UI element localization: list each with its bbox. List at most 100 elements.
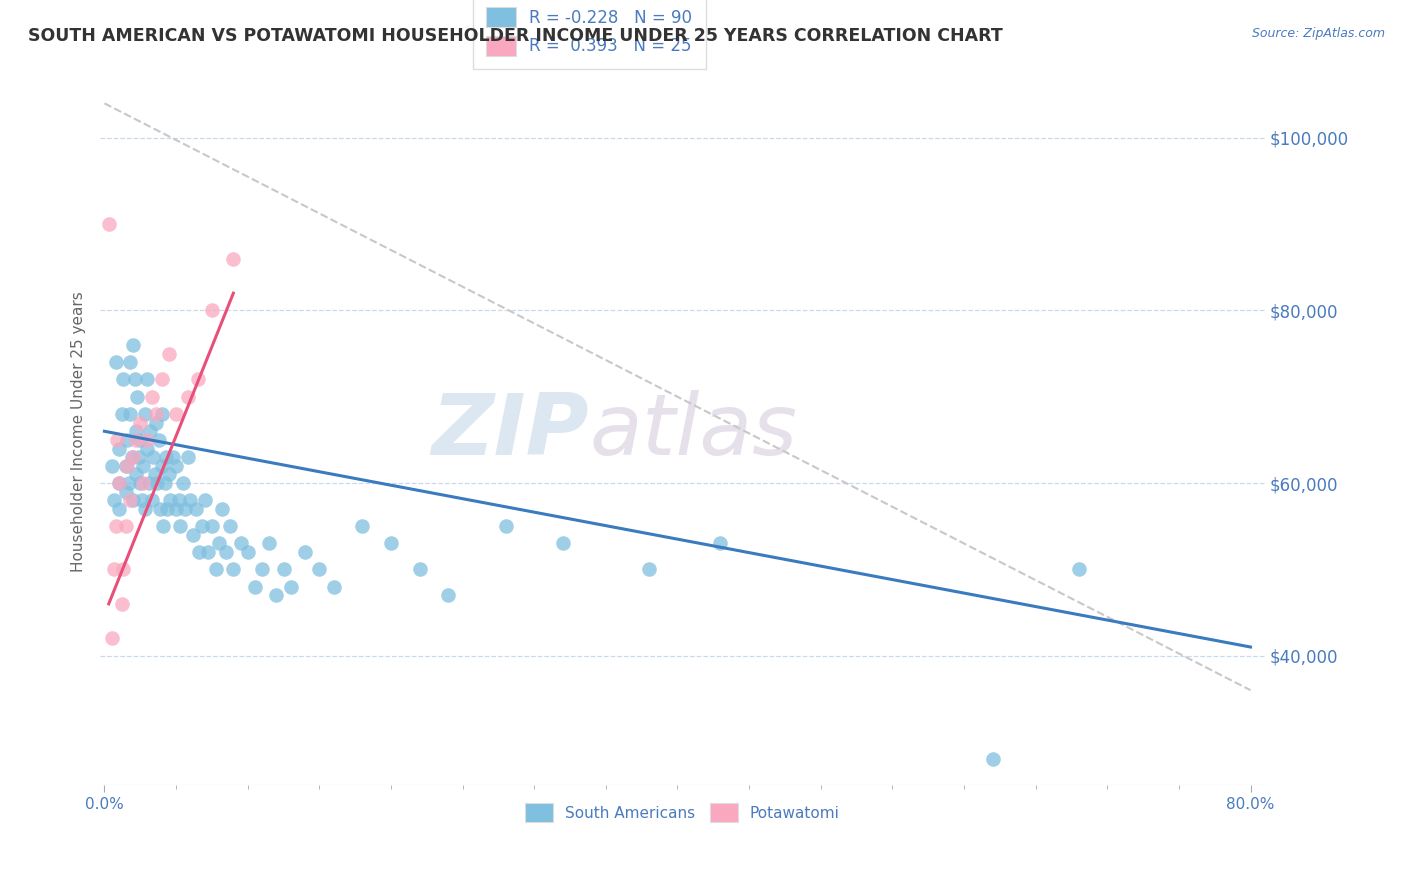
Point	[100, 458, 122, 473]
Point	[273, 562, 295, 576]
Point	[181, 528, 204, 542]
Point	[187, 372, 209, 386]
Point	[188, 545, 211, 559]
Point	[112, 372, 135, 386]
Point	[236, 545, 259, 559]
Point	[107, 502, 129, 516]
Point	[250, 562, 273, 576]
Point	[128, 450, 150, 465]
Point	[280, 580, 302, 594]
Point	[162, 450, 184, 465]
Point	[165, 458, 187, 473]
Point	[124, 372, 146, 386]
Point	[127, 390, 149, 404]
Point	[150, 407, 173, 421]
Point	[107, 442, 129, 456]
Point	[156, 502, 179, 516]
Point	[159, 493, 181, 508]
Point	[118, 476, 141, 491]
Point	[97, 217, 120, 231]
Point	[132, 476, 155, 491]
Point	[129, 476, 152, 491]
Point	[176, 450, 198, 465]
Point	[122, 338, 145, 352]
Point	[141, 493, 163, 508]
Point	[132, 458, 155, 473]
Point	[243, 580, 266, 594]
Point	[191, 519, 214, 533]
Point	[152, 519, 174, 533]
Point	[201, 303, 224, 318]
Point	[129, 433, 152, 447]
Point	[222, 252, 245, 266]
Point	[105, 433, 128, 447]
Point	[194, 493, 217, 508]
Point	[125, 467, 148, 482]
Text: atlas: atlas	[589, 390, 797, 473]
Point	[322, 580, 344, 594]
Point	[201, 519, 224, 533]
Point	[145, 416, 167, 430]
Point	[120, 355, 142, 369]
Point	[148, 433, 170, 447]
Point	[169, 519, 191, 533]
Point	[165, 502, 187, 516]
Point	[121, 450, 143, 465]
Point	[709, 536, 731, 550]
Point	[134, 407, 156, 421]
Point	[100, 632, 122, 646]
Point	[103, 493, 125, 508]
Point	[981, 752, 1004, 766]
Point	[173, 502, 195, 516]
Point	[110, 407, 132, 421]
Point	[551, 536, 574, 550]
Point	[131, 493, 153, 508]
Point	[157, 346, 180, 360]
Point	[1067, 562, 1090, 576]
Point	[110, 597, 132, 611]
Point	[437, 588, 460, 602]
Point	[229, 536, 252, 550]
Point	[142, 450, 165, 465]
Point	[103, 562, 125, 576]
Point	[222, 562, 245, 576]
Point	[115, 484, 138, 499]
Point	[115, 458, 138, 473]
Point	[143, 467, 166, 482]
Point	[122, 493, 145, 508]
Point	[208, 536, 231, 550]
Point	[408, 562, 430, 576]
Point	[308, 562, 330, 576]
Point	[120, 407, 142, 421]
Point	[134, 502, 156, 516]
Point	[380, 536, 402, 550]
Point	[495, 519, 517, 533]
Point	[184, 502, 207, 516]
Point	[136, 372, 159, 386]
Point	[153, 476, 176, 491]
Point	[205, 562, 228, 576]
Point	[125, 424, 148, 438]
Point	[117, 433, 139, 447]
Point	[145, 407, 167, 421]
Text: ZIP: ZIP	[432, 390, 589, 473]
Y-axis label: Householder Income Under 25 years: Householder Income Under 25 years	[72, 291, 86, 572]
Point	[104, 519, 127, 533]
Point	[172, 476, 194, 491]
Point	[179, 493, 201, 508]
Point	[139, 424, 162, 438]
Point	[115, 519, 138, 533]
Point	[149, 502, 172, 516]
Point	[122, 450, 145, 465]
Point	[107, 476, 129, 491]
Point	[136, 433, 159, 447]
Point	[125, 433, 148, 447]
Point	[637, 562, 659, 576]
Text: Source: ZipAtlas.com: Source: ZipAtlas.com	[1251, 27, 1385, 40]
Point	[257, 536, 280, 550]
Point	[352, 519, 374, 533]
Point	[176, 390, 198, 404]
Point	[167, 493, 190, 508]
Point	[107, 476, 129, 491]
Point	[146, 476, 169, 491]
